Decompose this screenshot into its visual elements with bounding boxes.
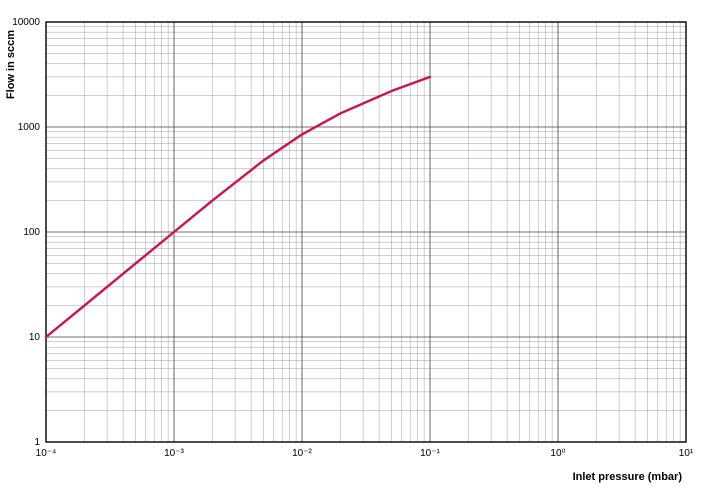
y-axis-label: Flow in sccm: [5, 30, 17, 99]
x-tick-label: 10⁻⁴: [36, 448, 57, 459]
x-axis-label: Inlet pressure (mbar): [573, 471, 683, 483]
x-tick-label: 10⁻²: [292, 448, 312, 459]
y-tick-label: 1: [34, 437, 40, 448]
y-tick-label: 10000: [12, 17, 40, 28]
loglog-chart: 10⁻⁴ 10⁻³ 10⁻² 10⁻¹ 10⁰ 10¹ 1 10 100 1000 10000 Inl…: [0, 0, 709, 501]
x-tick-label: 10⁰: [550, 448, 565, 459]
y-tick-label: 10: [29, 332, 41, 343]
x-tick-label: 10⁻¹: [420, 448, 440, 459]
x-tick-label: 10¹: [679, 448, 694, 459]
y-tick-label: 1000: [18, 122, 41, 133]
chart-container: { "chart": { "type": "line", "background…: [0, 0, 709, 501]
y-tick-label: 100: [23, 227, 40, 238]
chart-bg: [0, 0, 709, 501]
x-tick-label: 10⁻³: [164, 448, 184, 459]
